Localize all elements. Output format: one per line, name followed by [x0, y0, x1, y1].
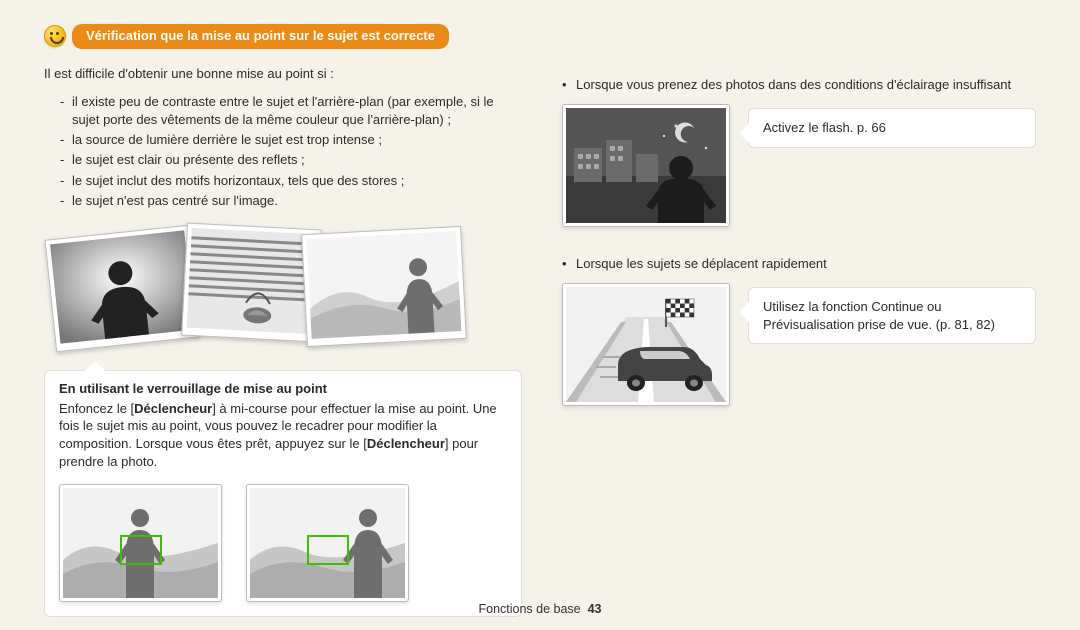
tip-text: Enfoncez le [Déclencheur] à mi-course po… — [59, 400, 507, 470]
intro-text: Il est difficile d'obtenir une bonne mis… — [44, 65, 522, 83]
section-heading: Vérification que la mise au point sur le… — [44, 24, 522, 49]
list-item: le sujet n'est pas centré sur l'image. — [60, 192, 522, 210]
continuous-tip-bubble: Utilisez la fonction Continue ou Prévisu… — [748, 287, 1036, 344]
list-item: la source de lumière derrière le sujet e… — [60, 131, 522, 149]
fast-motion-photo — [562, 283, 730, 406]
focus-lock-tip-box: En utilisant le verrouillage de mise au … — [44, 370, 522, 617]
right-bullet-2: Lorsque les sujets se déplacent rapideme… — [562, 255, 1036, 273]
example-photo-1 — [44, 225, 200, 353]
page-footer: Fonctions de base 43 — [0, 602, 1080, 616]
smiley-icon — [44, 25, 66, 47]
focus-lock-photo-2 — [246, 484, 409, 602]
low-light-photo — [562, 104, 730, 227]
heading-pill: Vérification que la mise au point sur le… — [72, 24, 449, 49]
difficulties-list: il existe peu de contraste entre le suje… — [44, 93, 522, 210]
list-item: le sujet inclut des motifs horizontaux, … — [60, 172, 522, 190]
example-photo-3 — [301, 226, 467, 347]
list-item: le sujet est clair ou présente des refle… — [60, 151, 522, 169]
focus-lock-photo-1 — [59, 484, 222, 602]
tip-title: En utilisant le verrouillage de mise au … — [59, 381, 507, 396]
right-bullet-1: Lorsque vous prenez des photos dans des … — [562, 76, 1036, 94]
example-photos-strip — [44, 220, 522, 360]
flash-tip-bubble: Activez le flash. p. 66 — [748, 108, 1036, 148]
list-item: il existe peu de contraste entre le suje… — [60, 93, 522, 129]
